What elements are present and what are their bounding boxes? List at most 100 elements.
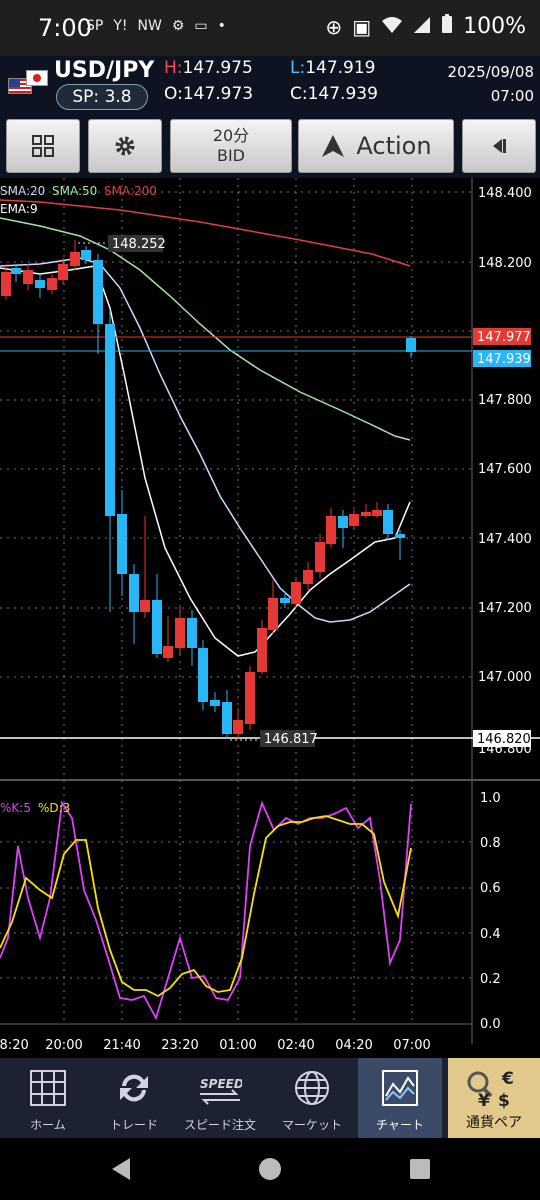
status-indicator-2: Y! [113, 18, 128, 34]
low-value: 147.919 [305, 58, 376, 78]
quote-header: USD/JPY SP: 3.8 H:147.975 O:147.973 L:14… [0, 56, 540, 114]
nav-market[interactable]: マーケット [270, 1058, 354, 1138]
candle [210, 700, 220, 706]
open-quote: O:147.973 [164, 84, 253, 104]
collapse-panel-button[interactable] [462, 119, 536, 173]
price-tick: 148.400 [478, 186, 532, 201]
status-indicator-5: ▭ [194, 18, 208, 34]
high-quote: H:147.975 [164, 58, 253, 78]
price-gridlines [0, 191, 472, 678]
high-value: 147.975 [182, 58, 253, 78]
status-bar: 7:00 SP Y! NW ⚙ ▭ • ⊕ ▣ 100% [0, 0, 540, 56]
candle [361, 512, 371, 516]
candle [280, 598, 290, 603]
high-marker-badge [108, 235, 163, 252]
open-key: O: [164, 84, 183, 104]
candle [47, 278, 57, 290]
system-navigation [0, 1138, 540, 1200]
price-tick: 147.400 [478, 532, 532, 547]
ema9-line [0, 265, 411, 657]
settings-button[interactable] [88, 119, 162, 173]
candle [23, 270, 33, 284]
quote-time: 07:00 [490, 87, 534, 105]
chart-toolbar: 20分 BID Action [0, 114, 540, 178]
sma50-label: SMA:50 [52, 184, 97, 198]
svg-text:SPEED: SPEED [200, 1077, 242, 1091]
candle [338, 516, 348, 528]
nav-trade[interactable]: トレード [92, 1058, 176, 1138]
price-chart[interactable]: 148.400 148.200 147.800 147.600 147.400 … [0, 178, 540, 1058]
time-tick: 18:20 [0, 1038, 29, 1053]
stochastic-legend[interactable]: %K:5 %D:3 [0, 801, 70, 815]
time-tick: 04:20 [335, 1038, 372, 1053]
battery-icon [441, 14, 453, 39]
spread-badge: SP: 3.8 [56, 84, 148, 110]
candle [81, 250, 91, 260]
time-tick: 02:40 [277, 1038, 314, 1053]
chart-icon [378, 1066, 422, 1110]
candle [11, 268, 21, 274]
nav-currency-pair[interactable]: € ¥ $ 通貨ペア [448, 1058, 540, 1138]
nav-home[interactable]: ホーム [6, 1058, 90, 1138]
candle [58, 264, 68, 280]
stochastic-k-line [0, 800, 412, 1021]
line-price-text: 146.820 [477, 732, 531, 747]
nav-label: チャート [376, 1118, 424, 1132]
yen-symbol: ¥ [478, 1091, 490, 1110]
sma20-line [0, 257, 411, 623]
quote-date: 2025/09/08 [447, 63, 534, 81]
candle-current [406, 338, 416, 352]
candle [70, 252, 80, 266]
high-key: H: [164, 58, 183, 78]
candle [1, 272, 11, 296]
stochastic-axis: 1.0 0.8 0.6 0.4 0.2 0.0 [480, 791, 501, 1032]
gear-icon [115, 136, 135, 156]
time-tick: 01:00 [219, 1038, 256, 1053]
candle [129, 574, 139, 612]
candle [257, 628, 267, 672]
quote-datetime: 2025/09/08 07:00 [448, 60, 534, 108]
candle [117, 514, 127, 574]
stoch-tick: 0.6 [480, 881, 501, 896]
bid-price-badge [473, 350, 531, 367]
candle [315, 542, 325, 572]
nav-chart[interactable]: チャート [358, 1058, 442, 1138]
sma20-label: SMA:20 [0, 184, 45, 198]
status-time: 7:00 [38, 14, 92, 42]
stoch-tick: 0.0 [480, 1017, 501, 1032]
open-value: 147.973 [182, 84, 254, 104]
back-icon[interactable] [112, 1158, 130, 1180]
home-icon[interactable] [259, 1158, 281, 1180]
collapse-left-icon [493, 139, 506, 153]
price-axis: 148.400 148.200 147.800 147.600 147.400 … [478, 186, 532, 757]
candle [187, 618, 197, 648]
dollar-symbol: $ [498, 1091, 510, 1110]
candlesticks [1, 240, 416, 740]
wifi-icon [381, 15, 403, 39]
price-tick: 148.200 [478, 256, 532, 271]
globe-icon [290, 1066, 334, 1110]
layout-button[interactable] [6, 119, 80, 173]
close-quote: C:147.939 [290, 84, 378, 104]
nav-speed-order[interactable]: SPEED スピード注文 [178, 1058, 262, 1138]
currency-pair[interactable]: USD/JPY [54, 58, 155, 83]
ema9-label: EMA:9 [0, 202, 38, 216]
time-tick: 07:00 [393, 1038, 430, 1053]
action-button[interactable]: Action [298, 119, 454, 173]
status-indicators: SP Y! NW ⚙ ▭ • [86, 18, 226, 34]
candle [233, 720, 243, 734]
candle [198, 648, 208, 702]
stoch-tick: 0.2 [480, 972, 501, 987]
action-triangle-icon [322, 135, 345, 157]
nav-label: ホーム [30, 1118, 66, 1132]
nav-label: 通貨ペア [466, 1115, 522, 1131]
timeframe-button[interactable]: 20分 BID [170, 119, 292, 173]
indicator-legend[interactable]: SMA:20 SMA:50 SMA:200 EMA:9 [0, 184, 157, 216]
grid-icon [26, 1066, 70, 1110]
recents-icon[interactable] [410, 1159, 430, 1179]
currency-icon: € ¥ $ [464, 1066, 524, 1110]
price-tick: 147.600 [478, 462, 532, 477]
candle [140, 600, 150, 612]
battery-level: 100% [463, 14, 526, 39]
close-key: C: [290, 84, 308, 104]
